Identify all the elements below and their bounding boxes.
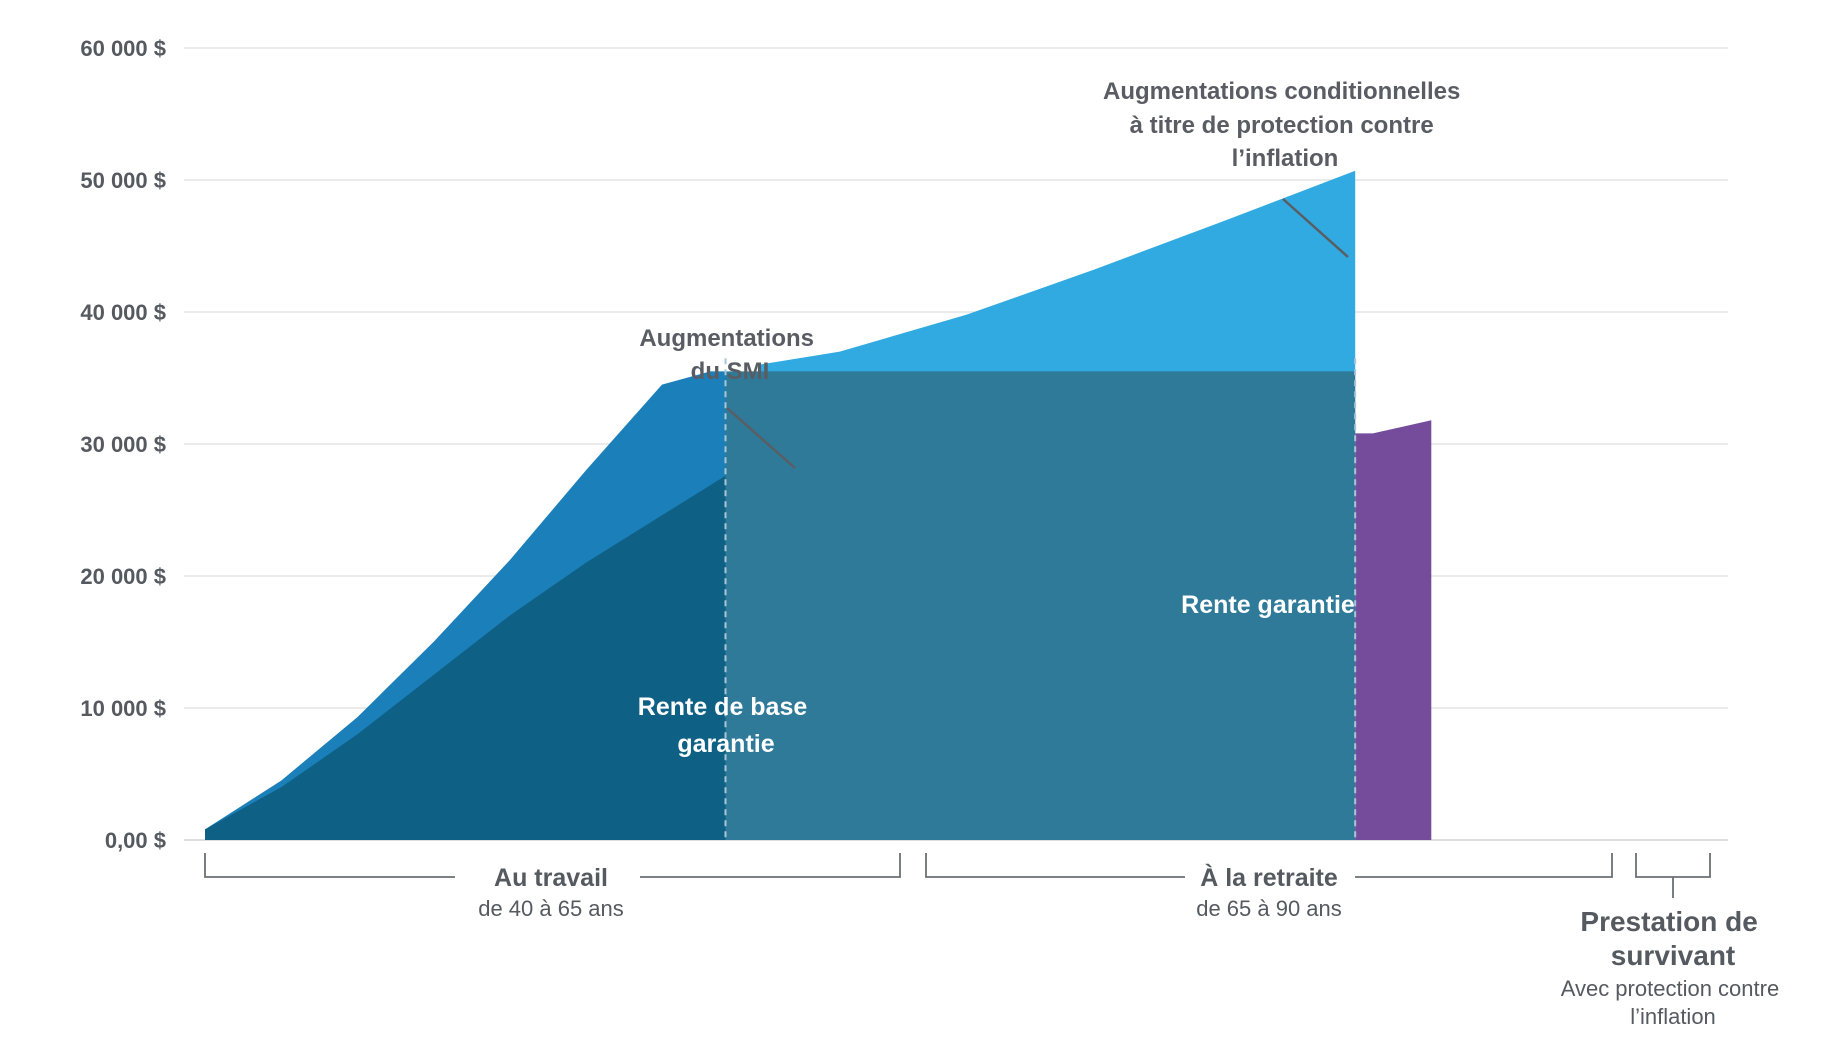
inflation-annotation-line-3: l’inflation [1232, 145, 1339, 172]
retire-phase-subtitle: de 65 à 90 ans [1196, 896, 1342, 921]
inflation-annotation-line-2: à titre de protection contre [1130, 112, 1434, 139]
survivor-phase-bracket [1635, 853, 1711, 898]
smi-leader-line [726, 407, 796, 469]
inflation-annotation: Augmentations conditionnelles à titre de… [1103, 78, 1467, 172]
y-axis-tick-labels: 0,00 $ 10 000 $ 20 000 $ 30 000 $ 40 000 $ 50… [80, 36, 166, 853]
smi-annotation-line-1: Augmentations [639, 325, 814, 352]
guaranteed-pension-label: Rente garantie [1181, 591, 1355, 619]
work-phase-bracket [204, 853, 901, 878]
retire-phase-bracket [925, 853, 1613, 878]
base-pension-label: Rente de base garantie [638, 693, 814, 758]
inflation-leader-line [1282, 198, 1349, 258]
retire-phase-title: À la retraite [1200, 863, 1338, 892]
area-series [205, 170, 1432, 841]
work-phase-subtitle: de 40 à 65 ans [478, 896, 624, 921]
guaranteed-pension-area [725, 371, 1356, 840]
phase-dividers [724, 358, 1357, 839]
y-tick-label: 10 000 $ [80, 696, 166, 721]
base-pension-label-line-2: garantie [677, 730, 774, 758]
y-tick-label: 60 000 $ [80, 36, 166, 61]
survivor-subtitle-line-2: l’inflation [1630, 1004, 1716, 1029]
survivor-title-line-2: survivant [1611, 940, 1736, 971]
y-tick-label: 20 000 $ [80, 564, 166, 589]
base-pension-area [205, 475, 726, 840]
work-phase-title: Au travail [494, 864, 608, 892]
inflation-annotation-line-1: Augmentations conditionnelles [1103, 78, 1460, 105]
base-pension-label-line-1: Rente de base [638, 693, 808, 721]
y-tick-label: 40 000 $ [80, 300, 166, 325]
survivor-benefit-area [1355, 420, 1432, 840]
y-tick-label: 50 000 $ [80, 168, 166, 193]
survivor-title-line-1: Prestation de [1580, 906, 1757, 937]
survivor-phase-subtitle: Avec protection contre l’inflation [1561, 976, 1786, 1029]
survivor-subtitle-line-1: Avec protection contre [1561, 976, 1780, 1001]
y-tick-label: 30 000 $ [80, 432, 166, 457]
smi-annotation-line-2: du SMI [691, 358, 770, 385]
survivor-phase-title: Prestation de survivant [1580, 906, 1765, 971]
smi-annotation: Augmentations du SMI [639, 325, 820, 385]
y-tick-label: 0,00 $ [105, 828, 166, 853]
